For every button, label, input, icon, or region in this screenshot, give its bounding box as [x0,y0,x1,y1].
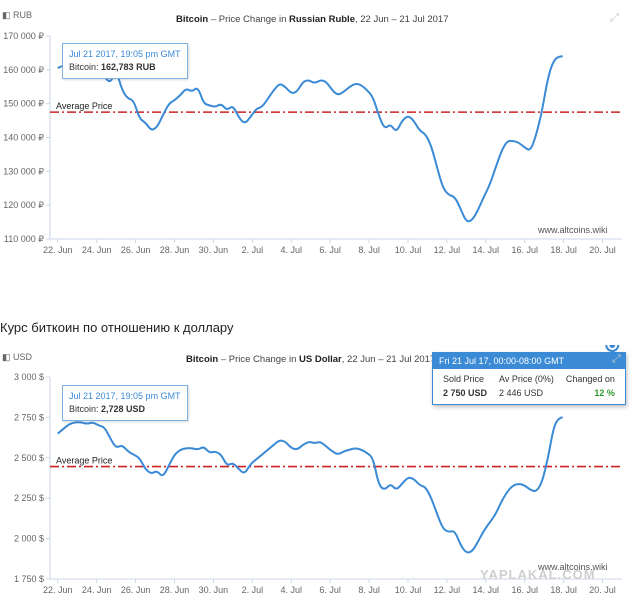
popup-val-changed: 12 % [594,388,615,398]
y-tick-label: 2 500 $ [14,453,44,463]
x-tick-label: 4. Jul [280,245,302,255]
y-tick-label: 1 750 $ [14,574,44,584]
title-middle: – Price Change in [218,354,299,365]
title-coin: Bitcoin [186,354,219,365]
average-price-label: Average Price [56,101,112,111]
popup-col-sold: Sold Price [443,374,485,384]
x-tick-label: 28. Jun [160,245,190,255]
x-tick-label: 8. Jul [358,585,380,595]
popup-col-avg: Av Price (0%) [499,374,554,384]
rub-tooltip: Jul 21 2017, 19:05 pm GMT Bitcoin: 162,7… [62,43,188,79]
y-tick-label: 3 000 $ [14,372,44,382]
fullscreen-icon[interactable]: ⤢ [612,353,621,365]
x-tick-label: 30. Jun [199,245,229,255]
rub-chart-title: Bitcoin – Price Change in Russian Ruble,… [176,14,449,25]
x-tick-label: 10. Jul [395,585,422,595]
popup-val-avg: 2 446 USD [499,388,544,398]
usd-chart-panel: ◧ USD Bitcoin – Price Change in US Dolla… [0,345,640,606]
popup-col-changed: Changed on [565,374,615,384]
x-tick-label: 18. Jul [550,245,577,255]
x-tick-label: 8. Jul [358,245,380,255]
title-range: , 22 Jun – 21 Jul 2017 [341,354,436,365]
x-tick-label: 20. Jul [589,245,616,255]
x-tick-label: 14. Jul [473,245,500,255]
yaplakal-watermark-logo: YAPLAKAL.COM [480,567,596,582]
popup-header: Fri 21 Jul 17, 00:00-08:00 GMT [433,353,625,369]
x-tick-label: 26. Jun [121,585,151,595]
fullscreen-icon[interactable]: ⤢ [610,12,619,24]
unit-arrow-icon: ◧ [2,10,14,20]
y-tick-label: 2 000 $ [14,534,44,544]
y-tick-label: 120 000 ₽ [3,200,44,210]
title-currency: Russian Ruble [289,14,355,25]
x-tick-label: 26. Jun [121,245,151,255]
title-currency: US Dollar [299,354,342,365]
y-tick-label: 2 250 $ [14,493,44,503]
x-tick-label: 16. Jul [511,585,538,595]
section-heading: Курс биткоин по отношению к доллару [0,320,234,335]
rub-unit-label: ◧ RUB [2,10,33,20]
tooltip-value: 2,728 USD [101,404,146,414]
rub-chart-panel: ◧ RUB Bitcoin – Price Change in Russian … [0,0,640,265]
usd-chart-svg: 1 750 $ 2 000 $ 2 250 $ 2 500 $ 2 750 $ 3 000… [14,345,622,595]
usd-detail-popup: Fri 21 Jul 17, 00:00-08:00 GMT Sold Pric… [432,352,626,405]
highlighted-point-dot [609,345,616,348]
x-tick-label: 12. Jul [434,245,461,255]
usd-tooltip: Jul 21 2017, 19:05 pm GMT Bitcoin: 2,728… [62,385,188,421]
y-tick-label: 140 000 ₽ [3,133,44,143]
x-tick-label: 16. Jul [511,245,538,255]
rub-watermark: www.altcoins.wiki [538,225,608,235]
tooltip-value: 162,783 RUB [101,62,156,72]
y-tick-label: 160 000 ₽ [3,65,44,75]
tooltip-date: Jul 21 2017, 19:05 pm GMT [69,391,181,401]
tooltip-series: Bitcoin [69,62,97,72]
x-tick-label: 24. Jun [82,245,112,255]
y-tick-label: 2 750 $ [14,412,44,422]
price-series-line [57,55,563,223]
x-tick-label: 22. Jun [43,585,73,595]
x-tick-label: 28. Jun [160,585,190,595]
y-tick-label: 110 000 ₽ [4,234,44,244]
x-tick-label: 2. Jul [242,585,264,595]
tooltip-series: Bitcoin [69,404,97,414]
title-middle: – Price Change in [208,14,289,25]
usd-watermark: www.altcoins.wiki [538,562,608,572]
x-tick-label: 14. Jul [473,585,500,595]
y-tick-label: 130 000 ₽ [3,166,44,176]
x-tick-label: 2. Jul [242,245,264,255]
x-tick-label: 24. Jun [82,585,112,595]
usd-unit-label: ◧ USD [2,352,33,362]
price-series-line [57,416,563,554]
x-tick-label: 30. Jun [199,585,229,595]
x-tick-label: 4. Jul [280,585,302,595]
rub-chart-svg: 110 000 ₽ 120 000 ₽ 130 000 ₽ 140 000 ₽ 150 … [3,31,622,255]
usd-chart-title: Bitcoin – Price Change in US Dollar, 22 … [186,354,435,365]
title-coin: Bitcoin [176,14,209,25]
x-tick-label: 6. Jul [319,585,341,595]
x-tick-label: 10. Jul [395,245,422,255]
y-tick-label: 150 000 ₽ [3,99,44,109]
popup-val-sold: 2 750 USD [443,388,488,398]
x-tick-label: 20. Jul [589,585,616,595]
x-tick-label: 18. Jul [550,585,577,595]
unit-arrow-icon: ◧ [2,352,14,362]
y-tick-label: 170 000 ₽ [3,31,44,41]
tooltip-date: Jul 21 2017, 19:05 pm GMT [69,49,181,59]
popup-table: Sold Price Av Price (0%) Changed on 2 75… [437,372,621,400]
average-price-label: Average Price [56,456,112,466]
x-tick-label: 12. Jul [434,585,461,595]
title-range: , 22 Jun – 21 Jul 2017 [355,14,449,25]
x-tick-label: 6. Jul [319,245,341,255]
x-tick-label: 22. Jun [43,245,73,255]
